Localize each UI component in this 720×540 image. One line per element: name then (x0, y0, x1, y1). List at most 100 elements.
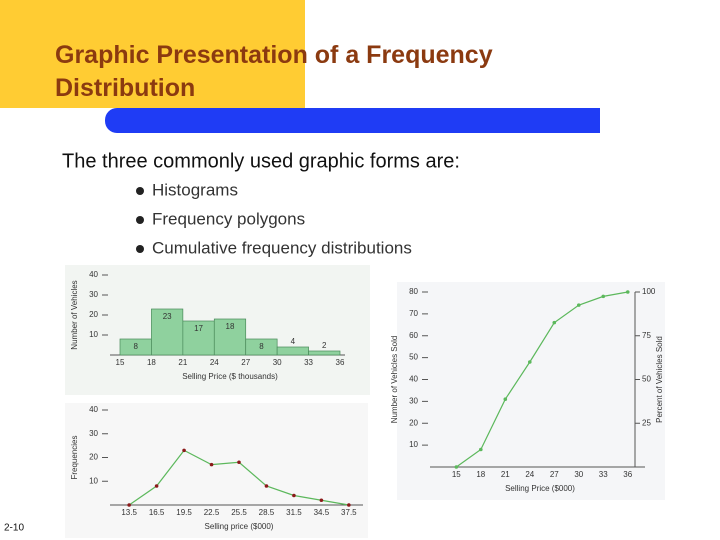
y-tick-label: 40 (409, 375, 418, 384)
point (601, 294, 606, 299)
chart: 10 20 30 40 50 60 70 80 25 50 75 100 Percent of Vehi… (390, 282, 665, 500)
data-label: 2 (322, 341, 327, 350)
x-tick-label: 21 (178, 358, 187, 367)
x-axis-label: Selling price ($000) (205, 522, 274, 531)
point (527, 360, 532, 364)
data-label: 8 (259, 342, 264, 351)
x-tick-label: 24 (210, 358, 219, 367)
line (455, 291, 628, 468)
x-tick-label: 25.5 (231, 508, 247, 517)
point (182, 448, 186, 453)
bar (182, 320, 215, 356)
point (127, 503, 131, 507)
bullet-dot (136, 245, 144, 253)
y2-axis-label: Percent of Vehicles Sold (655, 336, 664, 423)
x-tick-label: 36 (623, 470, 632, 479)
x-tick-label: 33 (304, 358, 313, 367)
y-tick-label: 50 (409, 353, 418, 362)
x-tick-label: 21 (501, 470, 510, 479)
point (264, 484, 269, 488)
point (319, 498, 324, 503)
y-tick-label: 10 (409, 440, 418, 449)
x-tick-label: 33 (599, 470, 608, 479)
y-axis-label: Number of Vehicles Sold (390, 336, 399, 424)
data-label: 4 (291, 337, 296, 346)
x-tick-label: 34.5 (314, 508, 330, 517)
point (237, 460, 241, 465)
chart-background (397, 282, 665, 500)
y-tick-label: 70 (409, 309, 418, 318)
x-tick-label: 31.5 (286, 508, 302, 517)
y2-tick-label: 50 (642, 375, 651, 384)
x-tick-label: 24 (525, 470, 534, 479)
y-tick-label: 20 (89, 310, 98, 319)
x-axis-label: Selling Price ($000) (505, 484, 575, 493)
point (576, 303, 581, 307)
bullet-dot (136, 216, 144, 224)
x-tick-label: 15 (452, 470, 461, 479)
x-tick-label: 19.5 (176, 508, 192, 517)
point (209, 462, 214, 467)
y-tick-label: 20 (409, 418, 418, 427)
x-tick-label: 27 (241, 358, 250, 367)
chart-background (65, 403, 368, 538)
bar (308, 350, 341, 356)
point (154, 484, 159, 488)
y2-tick-label: 100 (642, 287, 656, 296)
intro-text: The three commonly used graphic forms ar… (62, 150, 460, 172)
accent-block (0, 0, 305, 108)
y-axis-label: Frequencies (70, 435, 79, 479)
data-label: 18 (226, 322, 235, 331)
point (503, 397, 508, 401)
y-tick-label: 30 (409, 396, 418, 405)
y2-tick-label: 75 (642, 331, 651, 340)
y-tick-label: 40 (89, 405, 98, 414)
bar (213, 318, 247, 356)
point (479, 447, 483, 452)
y-tick-label: 10 (89, 330, 98, 339)
x-tick-label: 22.5 (204, 508, 220, 517)
y-tick-label: 30 (89, 429, 98, 438)
bullet: Frequency polygons (152, 209, 305, 228)
point (292, 493, 296, 498)
x-tick-label: 18 (476, 470, 485, 479)
bullet: Cumulative frequency distributions (152, 238, 412, 257)
x-tick-label: 30 (574, 470, 583, 479)
chart: 10 20 30 40 Selling Price ($ thousands) Numbe… (65, 265, 370, 395)
data-label: 17 (194, 324, 203, 333)
point (625, 290, 630, 294)
bar (276, 346, 309, 356)
y-tick-label: 60 (409, 331, 418, 340)
data-label: 23 (163, 312, 172, 321)
x-tick-label: 13.5 (121, 508, 137, 517)
point (347, 503, 351, 507)
y-tick-label: 40 (89, 270, 98, 279)
page-number: 2-10 (4, 523, 24, 534)
bullet: Histograms (152, 180, 238, 199)
x-tick-label: 18 (147, 358, 156, 367)
x-tick-label: 28.5 (259, 508, 275, 517)
slide-title-line: Graphic Presentation of a Frequency Distr… (55, 41, 493, 102)
x-tick-label: 16.5 (149, 508, 165, 517)
y-tick-label: 30 (89, 290, 98, 299)
point (552, 320, 557, 325)
y-tick-label: 20 (89, 453, 98, 462)
x-tick-label: 37.5 (341, 508, 357, 517)
point (454, 465, 459, 469)
x-tick-label: 36 (336, 358, 345, 367)
title-bar-body (118, 108, 600, 133)
bullet-dot (136, 187, 144, 195)
y-axis-label: Number of Vehicles (70, 280, 79, 349)
y-tick-label: 80 (409, 287, 418, 296)
x-tick-label: 15 (116, 358, 125, 367)
x-tick-label: 27 (550, 470, 559, 479)
x-axis-label: Selling Price ($ thousands) (182, 372, 278, 381)
x-tick-label: 30 (273, 358, 282, 367)
y-tick-label: 10 (89, 476, 98, 485)
y2-tick-label: 25 (642, 418, 651, 427)
bullets: Histograms Frequency polygons Cumulative… (136, 180, 412, 257)
bar (151, 308, 184, 356)
data-label: 8 (133, 342, 138, 351)
chart: 10 20 30 40 Selling price ($000) Frequencies 1… (65, 403, 368, 538)
